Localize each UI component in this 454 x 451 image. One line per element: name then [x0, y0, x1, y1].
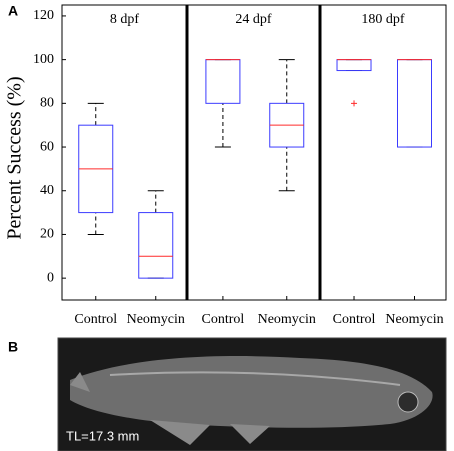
outlier — [351, 100, 358, 107]
y-tick-label: 40 — [40, 183, 54, 198]
plot-frame — [61, 4, 188, 301]
panel-label: A — [8, 3, 18, 19]
x-tick-label: Neomycin — [385, 312, 443, 327]
y-tick-label: 120 — [33, 8, 54, 23]
panel-label: B — [8, 339, 18, 355]
panel-title: 24 dpf — [235, 12, 272, 27]
scale-text: TL=17.3 mm — [66, 428, 139, 443]
y-axis-label: Percent Success (%) — [4, 76, 26, 239]
box — [336, 59, 372, 72]
box — [205, 59, 241, 104]
box — [138, 212, 174, 279]
fish-photo: TL=17.3 mm — [57, 337, 447, 451]
plot-frame — [186, 4, 321, 301]
y-tick-label: 60 — [40, 139, 54, 154]
x-tick-label: Control — [202, 312, 245, 327]
x-tick-label: Control — [74, 312, 117, 327]
panel-title: 180 dpf — [361, 12, 405, 27]
y-tick-label: 20 — [40, 227, 54, 242]
panel-title: 8 dpf — [110, 12, 140, 27]
y-tick-label: 0 — [47, 270, 54, 285]
y-tick-label: 80 — [40, 96, 54, 111]
x-tick-label: Neomycin — [258, 312, 316, 327]
box — [397, 59, 432, 148]
x-tick-label: Control — [333, 312, 376, 327]
plot-frame — [319, 4, 447, 301]
y-tick-label: 100 — [33, 52, 54, 67]
x-tick-label: Neomycin — [127, 312, 185, 327]
